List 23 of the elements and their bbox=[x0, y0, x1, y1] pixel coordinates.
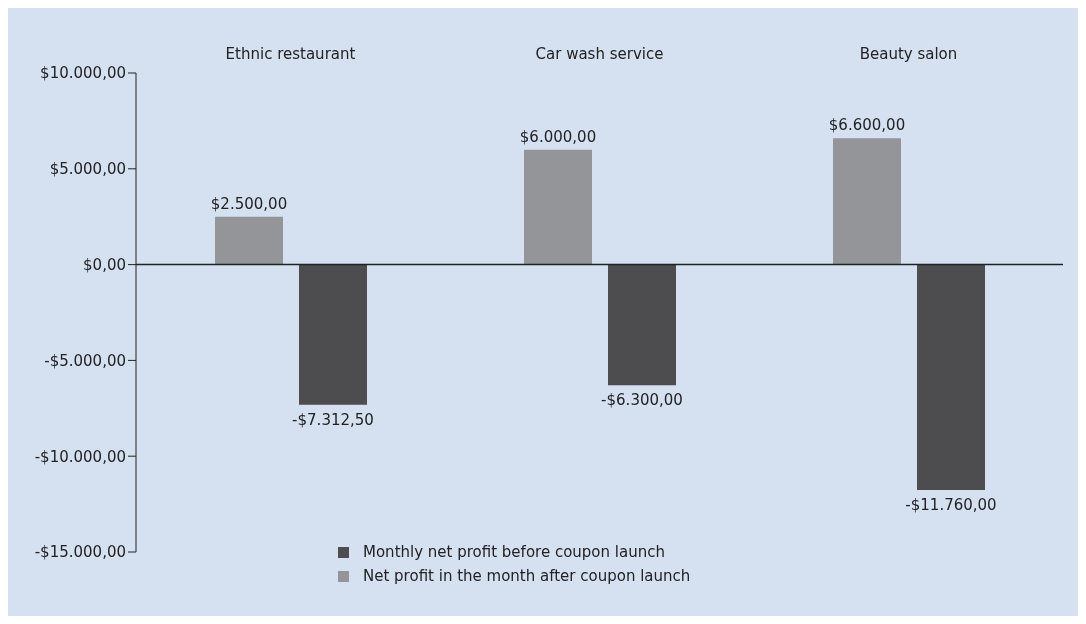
data-label: -$11.760,00 bbox=[905, 495, 997, 514]
data-label: $6.600,00 bbox=[828, 116, 906, 135]
y-tick-label: $5.000,00 bbox=[49, 160, 126, 179]
y-tick-label: -$15.000,00 bbox=[34, 543, 126, 562]
x-tick-label: Car wash service bbox=[535, 45, 664, 63]
y-tick-label: $0,00 bbox=[83, 255, 126, 274]
y-tick-label: -$10.000,00 bbox=[34, 447, 126, 466]
bar bbox=[299, 264, 367, 405]
bar bbox=[215, 216, 283, 265]
data-label: -$7.312,50 bbox=[292, 410, 374, 429]
data-label: -$6.300,00 bbox=[601, 391, 683, 410]
bar bbox=[833, 138, 901, 265]
bar bbox=[917, 264, 985, 490]
legend-label: Monthly net profit before coupon launch bbox=[363, 543, 665, 561]
bar bbox=[608, 264, 676, 386]
y-tick-label: $10.000,00 bbox=[40, 64, 126, 83]
data-label: $6.000,00 bbox=[519, 127, 597, 146]
legend-label: Net profit in the month after coupon launch bbox=[363, 567, 691, 585]
data-label: $2.500,00 bbox=[210, 194, 288, 213]
bar bbox=[524, 149, 592, 265]
x-tick-label: Beauty salon bbox=[859, 45, 958, 63]
x-tick-label: Ethnic restaurant bbox=[225, 45, 356, 63]
y-tick-label: -$5.000,00 bbox=[44, 351, 126, 370]
